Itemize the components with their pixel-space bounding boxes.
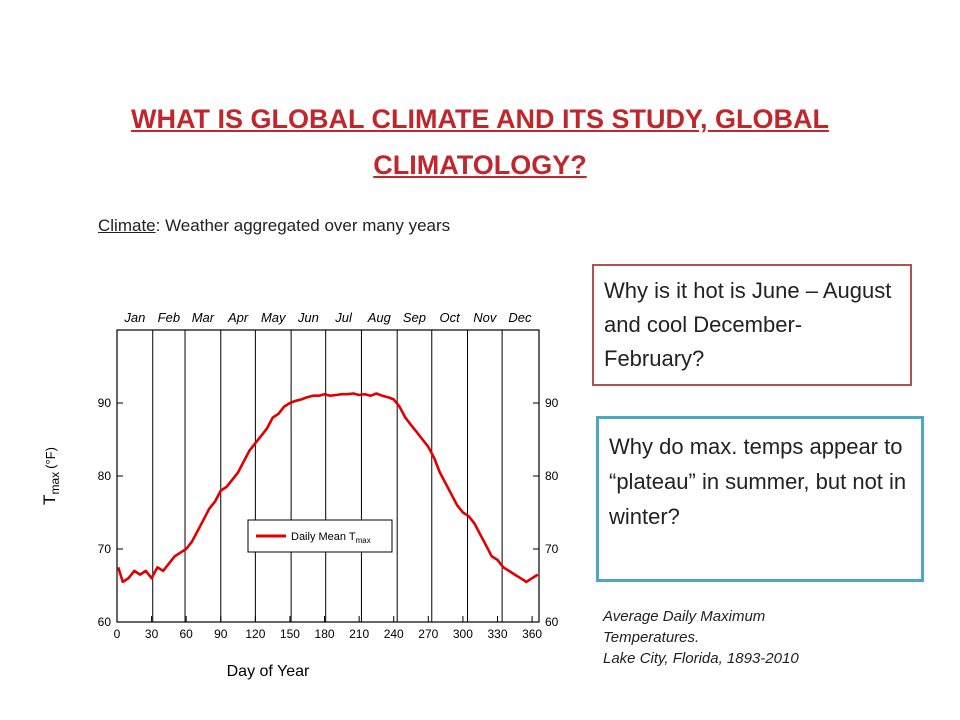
legend-label-main: Daily Mean T (291, 531, 356, 543)
question-2-text: Why do max. temps appear to “plateau” in… (609, 434, 907, 529)
month-label-sep: Sep (403, 310, 426, 325)
x-tick-label-60: 60 (180, 627, 194, 641)
x-tick-label-150: 150 (280, 627, 300, 641)
y-tick-label-right-80: 80 (545, 469, 559, 483)
tmax-line-chart: Jan Feb Mar Apr May Jun Jul Aug Sep Oct Nov Dec 0 30… (40, 310, 559, 680)
legend-label: Daily Mean Tmax (291, 531, 371, 545)
month-label-mar: Mar (192, 310, 215, 325)
month-label-apr: Apr (227, 310, 249, 325)
plot-frame (116, 329, 540, 623)
series-line-tmax (116, 392, 539, 584)
y-tick-label-left-90: 90 (98, 396, 112, 410)
slide-title: WHAT IS GLOBAL CLIMATE AND ITS STUDY, GL… (131, 104, 829, 180)
caption-line-1: Average Daily Maximum Temperatures. (603, 608, 766, 646)
month-label-feb: Feb (158, 310, 180, 325)
question-1-text: Why is it hot is June – August and cool … (604, 278, 892, 371)
y-axis-label-unit: (°F) (43, 447, 58, 469)
question-box-seasons: Why is it hot is June – August and cool … (592, 264, 912, 386)
svg-text:Tmax(°F): Tmax (°F) (40, 447, 62, 505)
x-axis-label: Day of Year (227, 663, 310, 680)
climate-term: Climate (98, 216, 156, 235)
month-label-jun: Jun (297, 310, 319, 325)
month-label-oct: Oct (440, 310, 462, 325)
x-tick-label-0: 0 (114, 627, 121, 641)
y-tick-label-left-70: 70 (98, 542, 112, 556)
month-gridlines (152, 330, 503, 622)
month-labels: Jan Feb Mar Apr May Jun Jul Aug Sep Oct Nov Dec (123, 310, 532, 325)
x-tick-label-360: 360 (522, 627, 542, 641)
climate-definition: Climate: Weather aggregated over many ye… (98, 216, 450, 236)
y-axis-label-main: T (40, 495, 59, 505)
y-tick-label-left-80: 80 (98, 469, 112, 483)
y-tick-label-right-60: 60 (545, 615, 559, 629)
y-axis-label: Tmax (°F) (40, 447, 62, 505)
x-tick-label-120: 120 (245, 627, 265, 641)
y-tick-label-right-90: 90 (545, 396, 559, 410)
month-label-jan: Jan (123, 310, 145, 325)
y-tick-label-right-70: 70 (545, 542, 559, 556)
x-tick-label-300: 300 (453, 627, 473, 641)
x-tick-label-330: 330 (487, 627, 507, 641)
month-label-dec: Dec (508, 310, 532, 325)
caption-line-2: Lake City, Florida, 1893-2010 (603, 650, 799, 667)
month-label-jul: Jul (334, 310, 353, 325)
x-tick-label-210: 210 (349, 627, 369, 641)
month-label-may: May (261, 310, 287, 325)
x-tick-label-270: 270 (418, 627, 438, 641)
x-tick-label-30: 30 (145, 627, 159, 641)
series-layer (116, 392, 539, 584)
climate-definition-text: : Weather aggregated over many years (155, 216, 451, 235)
x-tick-label-90: 90 (214, 627, 228, 641)
chart-caption: Average Daily Maximum Temperatures. Lake… (603, 606, 833, 669)
month-label-nov: Nov (473, 310, 498, 325)
y-tick-label-left-60: 60 (98, 615, 112, 629)
legend-label-sub: max (356, 536, 371, 545)
x-tick-label-240: 240 (384, 627, 404, 641)
question-box-plateau: Why do max. temps appear to “plateau” in… (596, 416, 924, 582)
x-tick-label-180: 180 (315, 627, 335, 641)
chart-legend: Daily Mean Tmax (247, 519, 393, 553)
y-axis-label-sub: max (48, 472, 62, 495)
month-label-aug: Aug (367, 310, 392, 325)
